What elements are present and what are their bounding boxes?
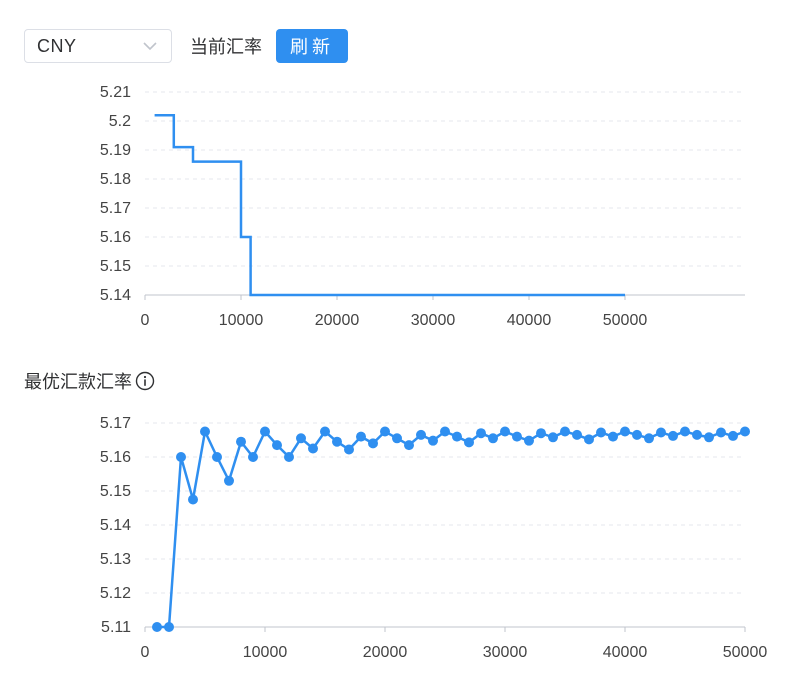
data-point[interactable] <box>548 432 558 443</box>
current-rate-label: 当前汇率 <box>190 37 262 57</box>
y-tick-label: 5.11 <box>101 619 131 636</box>
data-point[interactable] <box>692 429 702 440</box>
y-tick-label: 5.15 <box>100 258 131 275</box>
x-tick-label: 30000 <box>411 312 456 329</box>
data-point[interactable] <box>176 452 186 462</box>
data-point[interactable] <box>356 431 366 442</box>
data-point[interactable] <box>380 426 390 437</box>
data-point[interactable] <box>368 438 378 449</box>
data-point[interactable] <box>500 426 510 437</box>
data-point[interactable] <box>188 494 198 505</box>
y-tick-label: 5.12 <box>100 585 131 602</box>
data-point[interactable] <box>464 437 474 448</box>
x-tick-label: 30000 <box>483 644 528 661</box>
chevron-down-icon <box>143 42 157 51</box>
data-point[interactable] <box>272 440 282 451</box>
x-tick-label: 10000 <box>243 644 288 661</box>
data-point[interactable] <box>584 434 594 445</box>
data-point[interactable] <box>596 427 606 438</box>
currency-select-value: CNY <box>37 35 77 56</box>
data-point[interactable] <box>680 426 690 437</box>
x-tick-label: 10000 <box>219 312 264 329</box>
y-tick-label: 5.16 <box>100 229 131 246</box>
data-point[interactable] <box>428 435 438 446</box>
best-rate-title: 最优汇款汇率 <box>24 372 132 392</box>
data-point[interactable] <box>224 475 234 486</box>
data-point[interactable] <box>740 426 750 437</box>
info-icon[interactable] <box>135 371 155 391</box>
x-tick-label: 40000 <box>603 644 648 661</box>
data-point[interactable] <box>284 452 294 462</box>
x-tick-label: 0 <box>141 312 150 329</box>
best-rate-chart: 5.11 5.12 5.13 5.14 5.15 5.16 5.17 0 10000 20000 3… <box>100 415 768 661</box>
data-point[interactable] <box>536 428 546 439</box>
y-tick-label: 5.15 <box>100 483 131 500</box>
x-tick-label: 0 <box>141 644 150 661</box>
y-tick-label: 5.17 <box>100 415 131 432</box>
y-tick-label: 5.2 <box>109 113 131 130</box>
data-point[interactable] <box>260 426 270 437</box>
data-point[interactable] <box>164 622 174 632</box>
data-point[interactable] <box>716 427 726 438</box>
data-point[interactable] <box>656 427 666 438</box>
data-point[interactable] <box>512 431 522 442</box>
x-tick-label: 50000 <box>723 644 768 661</box>
data-point[interactable] <box>212 452 222 462</box>
x-tick-label: 40000 <box>507 312 552 329</box>
y-tick-label: 5.17 <box>100 200 131 217</box>
data-point[interactable] <box>704 432 714 443</box>
currency-select[interactable]: CNY <box>24 29 172 63</box>
data-point[interactable] <box>200 426 210 437</box>
data-point[interactable] <box>440 426 450 437</box>
data-point[interactable] <box>332 436 342 447</box>
series-line <box>157 427 746 629</box>
y-tick-label: 5.19 <box>100 142 131 159</box>
data-point[interactable] <box>560 426 570 437</box>
x-tick-label: 20000 <box>315 312 360 329</box>
toolbar: CNY 当前汇率 刷新 <box>24 28 348 64</box>
data-point[interactable] <box>632 429 642 440</box>
y-tick-label: 5.14 <box>100 517 131 534</box>
y-tick-label: 5.14 <box>100 287 131 304</box>
x-tick-label: 20000 <box>363 644 408 661</box>
data-point[interactable] <box>296 433 306 444</box>
data-point[interactable] <box>572 429 582 440</box>
data-point[interactable] <box>476 428 486 439</box>
data-point[interactable] <box>308 443 318 454</box>
data-point[interactable] <box>452 431 462 442</box>
x-tick-label: 50000 <box>603 312 648 329</box>
y-tick-label: 5.13 <box>100 551 131 568</box>
current-rate-chart: 5.14 5.15 5.16 5.17 5.18 5.19 5.2 5.21 0 10000 200… <box>100 84 745 329</box>
best-rate-section-title: 最优汇款汇率 <box>24 368 155 394</box>
data-point[interactable] <box>668 430 678 441</box>
data-point[interactable] <box>152 622 162 632</box>
data-point[interactable] <box>644 433 654 444</box>
data-point[interactable] <box>524 435 534 446</box>
y-tick-label: 5.21 <box>100 84 131 101</box>
data-point[interactable] <box>344 444 354 455</box>
data-point[interactable] <box>488 433 498 444</box>
data-point[interactable] <box>248 452 258 462</box>
data-point[interactable] <box>608 431 618 442</box>
y-tick-label: 5.18 <box>100 171 131 188</box>
data-point[interactable] <box>416 429 426 440</box>
data-point[interactable] <box>320 426 330 437</box>
data-point[interactable] <box>728 430 738 441</box>
y-tick-label: 5.16 <box>100 449 131 466</box>
data-point[interactable] <box>404 440 414 451</box>
data-point[interactable] <box>620 426 630 437</box>
data-point[interactable] <box>392 433 402 444</box>
data-point[interactable] <box>236 436 246 447</box>
refresh-button[interactable]: 刷新 <box>276 29 348 63</box>
series-line <box>154 113 625 297</box>
